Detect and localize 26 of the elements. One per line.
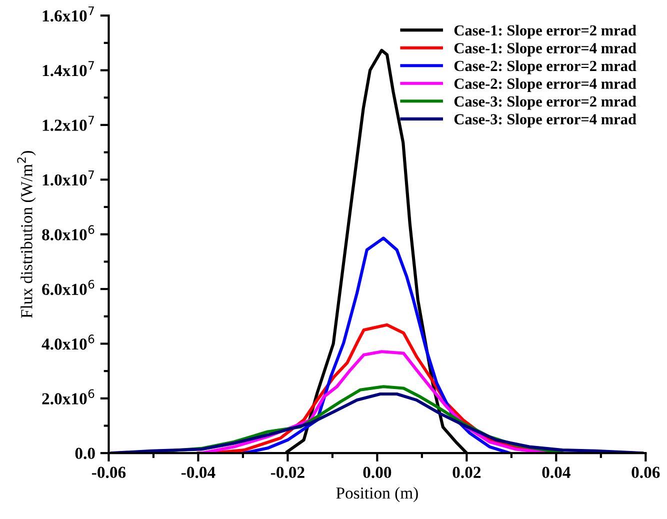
x-tick-label: 0.00 — [363, 466, 392, 478]
y-axis-title: Flux distribution (W/m$^{2}$) — [17, 151, 36, 318]
y-tick-label: 2.0x10$^{6}$ — [42, 389, 94, 404]
y-tick-label: 8.0x10$^{6}$ — [42, 225, 94, 240]
legend-label: Case-1: Slope error=2 mrad — [454, 24, 636, 39]
x-tick-label: 0.02 — [452, 466, 481, 478]
x-tick-label: 0.06 — [632, 466, 660, 478]
y-tick-label: 1.6x10$^{7}$ — [42, 6, 94, 22]
x-tick-label: -0.06 — [92, 466, 126, 478]
x-tick-label: -0.02 — [270, 466, 304, 478]
line-series — [110, 392, 644, 454]
y-tick-label: 1.2x10$^{7}$ — [42, 116, 94, 131]
y-tick-label: 0.0 — [75, 448, 95, 460]
y-tick-label: 1.4x10$^{7}$ — [42, 61, 94, 76]
y-tick-label: 1.0x10$^{7}$ — [42, 170, 94, 186]
y-tick-label: 4.0x10$^{6}$ — [42, 334, 94, 350]
x-tick-label: -0.04 — [181, 466, 216, 478]
y-tick-label: 6.0x10$^{6}$ — [42, 280, 94, 296]
legend-label: Case-3: Slope error=4 mrad — [454, 114, 636, 128]
legend-label: Case-2: Slope error=4 mrad — [454, 78, 636, 92]
legend-label: Case-2: Slope error=2 mrad — [454, 60, 636, 74]
x-tick-label: 0.04 — [542, 466, 570, 478]
line-series — [242, 236, 512, 454]
legend-label: Case-3: Slope error=2 mrad — [454, 96, 636, 110]
x-axis-title: Position (m) — [336, 486, 418, 502]
legend-label: Case-1: Slope error=4 mrad — [454, 42, 636, 56]
